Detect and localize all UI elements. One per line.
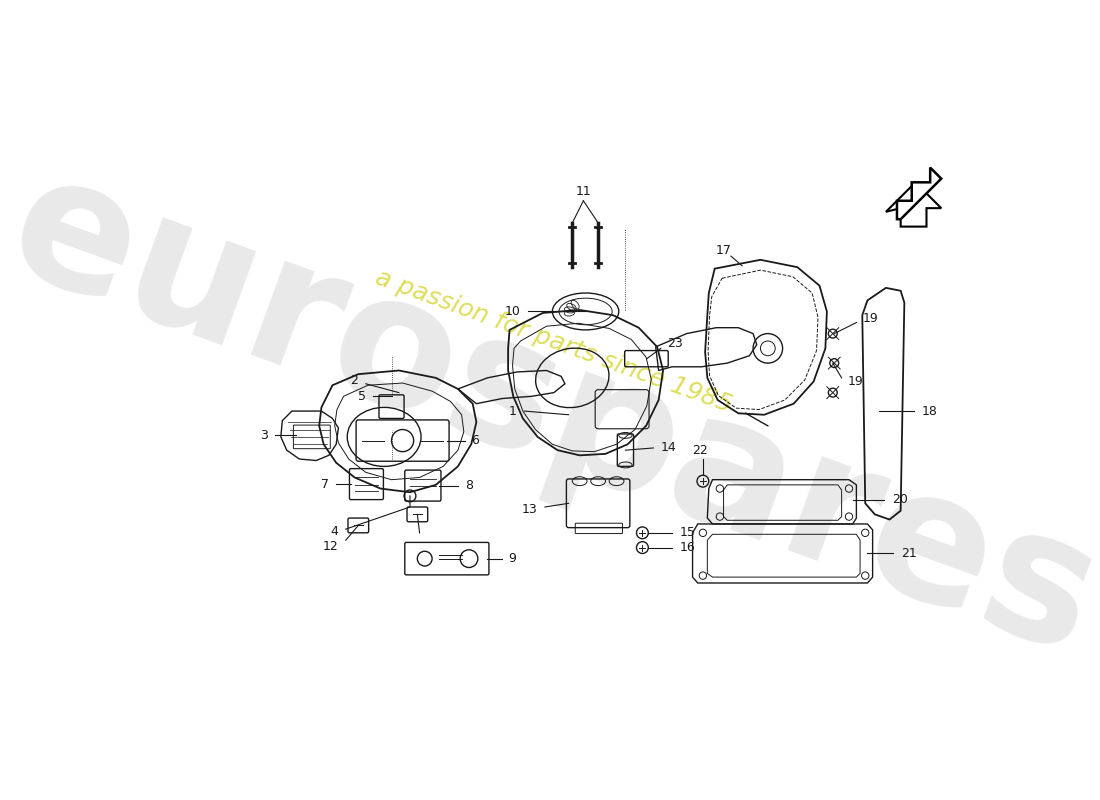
Polygon shape (896, 167, 942, 219)
Text: 22: 22 (692, 444, 707, 457)
Text: 2: 2 (351, 374, 359, 387)
Text: 6: 6 (471, 434, 480, 447)
Text: 10: 10 (505, 305, 520, 318)
Text: 21: 21 (901, 547, 916, 560)
Text: 11: 11 (575, 186, 591, 198)
Text: 8: 8 (465, 479, 473, 492)
Text: 4: 4 (330, 525, 339, 538)
Text: 12: 12 (322, 539, 339, 553)
Text: eurospares: eurospares (0, 137, 1100, 693)
Text: 3: 3 (260, 429, 267, 442)
Text: 9: 9 (508, 552, 516, 565)
Text: 19: 19 (862, 312, 878, 326)
Text: 16: 16 (680, 541, 695, 554)
Text: 7: 7 (321, 478, 329, 490)
Polygon shape (886, 182, 942, 226)
Text: 17: 17 (716, 245, 732, 258)
Text: 15: 15 (680, 526, 695, 539)
Text: 18: 18 (922, 405, 937, 418)
Text: 20: 20 (892, 493, 907, 506)
Text: 13: 13 (521, 502, 538, 516)
Text: 19: 19 (847, 375, 864, 388)
Text: 1: 1 (509, 405, 517, 418)
Text: 14: 14 (661, 442, 676, 454)
Text: 5: 5 (358, 390, 365, 403)
Text: 23: 23 (667, 337, 682, 350)
Text: a passion for parts since 1985: a passion for parts since 1985 (372, 265, 736, 417)
